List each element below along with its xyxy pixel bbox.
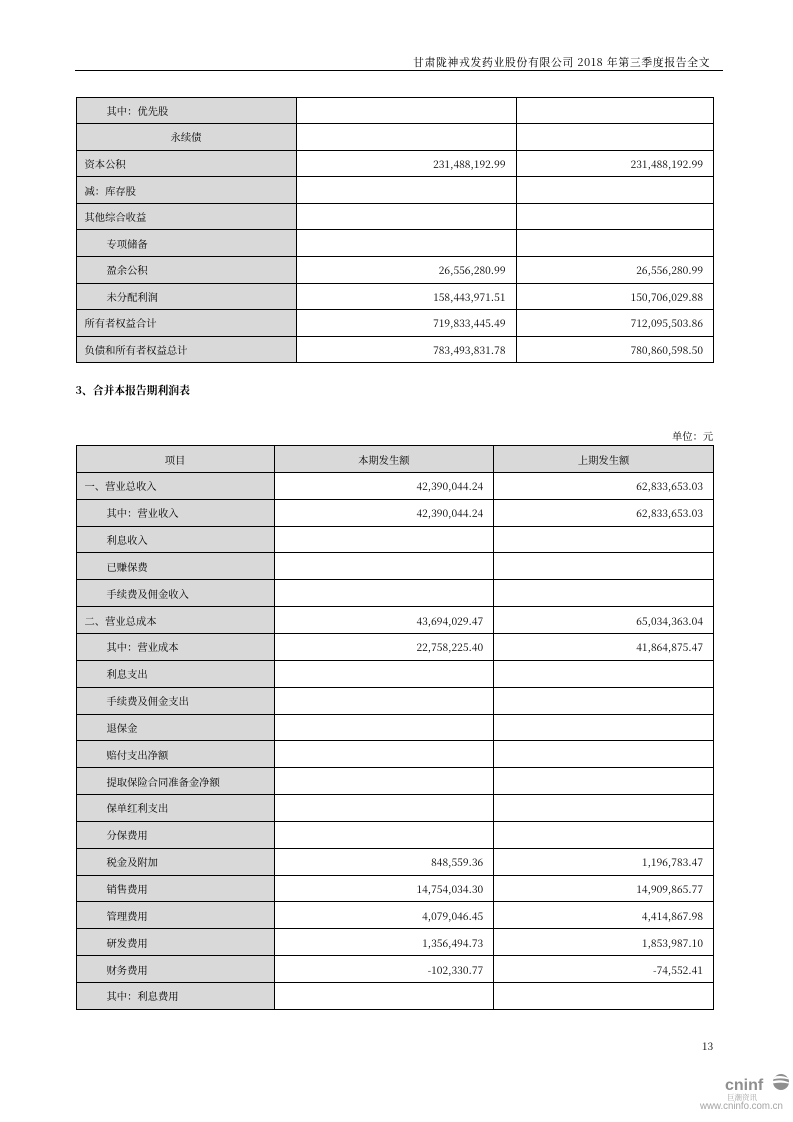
svg-text:www.cninfo.com.cn: www.cninfo.com.cn xyxy=(699,1101,783,1112)
